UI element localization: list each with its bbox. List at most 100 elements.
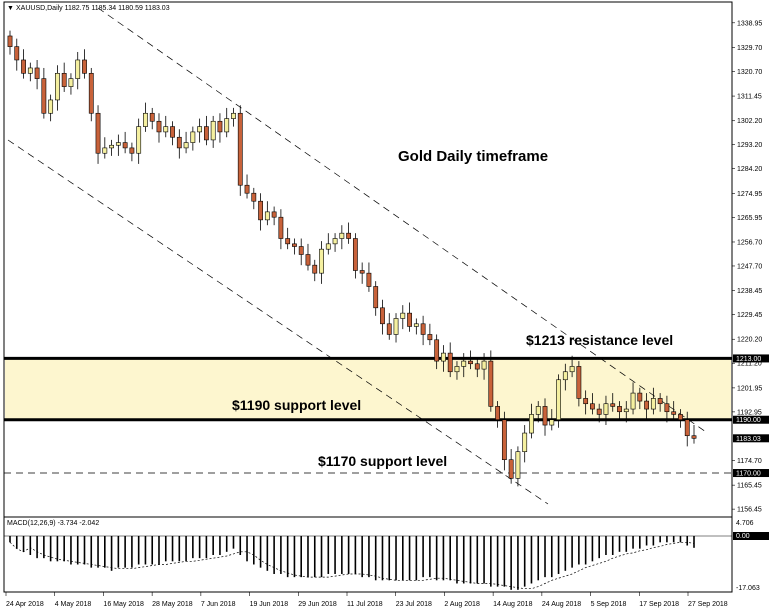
annotation-support-1190: $1190 support level (232, 397, 361, 413)
x-tick-label: 7 Jun 2018 (201, 601, 236, 608)
y-tick-label: 1311.45 (737, 94, 762, 101)
x-tick-label: 24 Aug 2018 (542, 601, 581, 608)
candle (468, 350, 473, 370)
candle (325, 233, 331, 255)
macd-signal-line (9, 541, 695, 590)
candle (298, 238, 304, 266)
candle (542, 398, 548, 436)
x-tick-label: 19 Jun 2018 (250, 601, 289, 608)
candle (68, 73, 74, 95)
candle (224, 107, 230, 138)
candle (664, 395, 670, 423)
candle (691, 425, 697, 444)
candle (34, 59, 40, 90)
candle (630, 382, 636, 415)
candle (88, 67, 94, 122)
main-panel-frame (3, 1, 733, 518)
y-tick-label: 1320.70 (737, 69, 762, 76)
candle (407, 302, 412, 332)
candle (454, 361, 460, 380)
candle (55, 65, 60, 111)
candle (562, 363, 568, 391)
collapse-arrow-icon[interactable]: ▼ (7, 5, 14, 12)
price-tag: 1183.03 (736, 436, 761, 443)
channel-lower-line (7, 139, 549, 505)
candle (678, 409, 683, 428)
x-tick-label: 29 Jun 2018 (298, 601, 337, 608)
x-axis: 24 Apr 2018 4 May 2018 16 May 2018 28 May 2… (5, 592, 728, 608)
macd-histogram (9, 536, 695, 590)
macd-zero-tag-bg (733, 532, 769, 540)
y-tick-label: 1156.45 (737, 507, 762, 514)
candle (590, 393, 595, 415)
y-tick-label: 1247.70 (737, 263, 762, 270)
y-tick-label: 1265.95 (737, 215, 762, 222)
candle (136, 118, 142, 164)
y-tick-label: 1274.95 (737, 191, 762, 198)
candle (312, 259, 318, 282)
candle (420, 315, 426, 346)
x-tick-label: 11 Jul 2018 (347, 601, 383, 608)
candle (535, 401, 541, 423)
price-tag: 1213.00 (736, 356, 761, 363)
candle (441, 345, 446, 372)
candle (102, 137, 108, 159)
y-tick-label: 1192.95 (737, 409, 762, 416)
candle (481, 353, 487, 380)
candle (163, 115, 169, 138)
candle (251, 187, 257, 210)
candle (495, 401, 501, 428)
price-tag-bg (733, 434, 769, 443)
macd-scale-bottom: -17.063 (736, 585, 760, 592)
candle (610, 393, 616, 412)
y-tick-label: 1293.20 (737, 142, 762, 149)
candle (339, 225, 345, 250)
price-tags: 1213.00 1190.00 1183.03 1170.00 (733, 354, 769, 478)
candle (41, 67, 47, 119)
candle (122, 131, 128, 154)
candle (576, 361, 582, 407)
x-tick-label: 16 May 2018 (103, 601, 144, 608)
price-tag-bg (733, 354, 769, 363)
price-tag-bg (733, 415, 769, 424)
candle (434, 334, 440, 370)
x-tick-label: 5 Sep 2018 (591, 601, 627, 608)
y-tick-label: 1338.95 (737, 20, 762, 27)
x-tick-label: 17 Sep 2018 (639, 601, 679, 608)
candle (61, 62, 67, 92)
x-tick-label: 14 Aug 2018 (493, 601, 532, 608)
candle (346, 222, 352, 244)
candle (623, 401, 629, 423)
price-tag-bg (733, 469, 769, 478)
candle (231, 107, 236, 127)
candle (637, 387, 643, 410)
candle (258, 193, 263, 231)
y-tick-label: 1329.70 (737, 45, 762, 52)
x-tick-label: 27 Sep 2018 (688, 601, 728, 608)
y-tick-label: 1302.20 (737, 118, 762, 125)
candlestick-series (7, 30, 697, 487)
price-tag: 1190.00 (736, 417, 761, 424)
candle (461, 353, 467, 378)
symbol-info: XAUUSD,Daily 1182.75 1185.34 1180.59 118… (16, 5, 170, 12)
candle (278, 209, 284, 250)
candle (393, 313, 399, 343)
candle (529, 403, 534, 439)
candle (237, 105, 243, 196)
y-tick-label: 1201.95 (737, 385, 762, 392)
candle (156, 113, 162, 143)
candle (21, 49, 26, 79)
candle (75, 51, 81, 90)
range-zone (5, 358, 731, 420)
candle (366, 262, 372, 292)
price-tag: 1170.00 (736, 471, 761, 478)
candle (380, 299, 385, 335)
level-lines (4, 356, 732, 474)
candle (203, 115, 209, 146)
candle (264, 201, 270, 226)
candle (27, 62, 33, 82)
candle (386, 313, 392, 340)
candle (400, 305, 406, 330)
candle (501, 411, 507, 471)
